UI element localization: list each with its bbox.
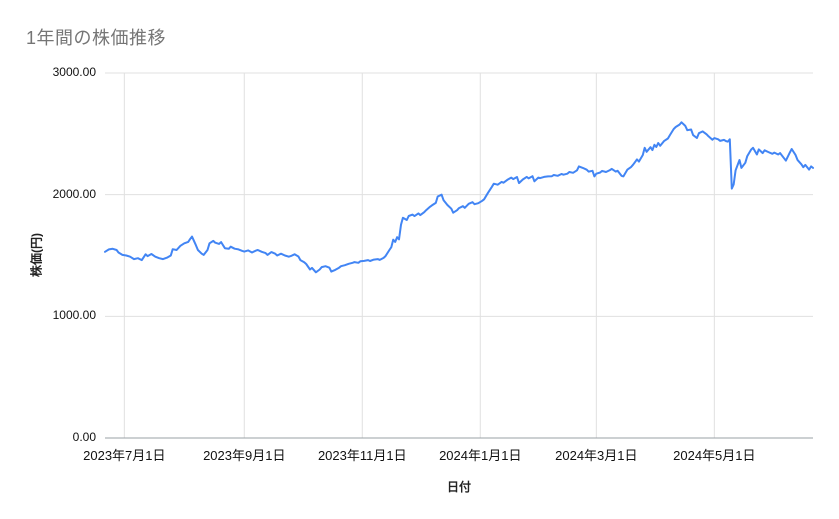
y-tick-label: 2000.00 (52, 186, 96, 201)
y-axis-title: 株価(円) (29, 233, 44, 277)
x-tick-label: 2024年3月1日 (555, 448, 638, 463)
x-tick-label: 2023年9月1日 (203, 448, 286, 463)
y-tick-label: 3000.00 (52, 65, 96, 79)
chart-title: 1年間の株価推移 (26, 28, 167, 48)
x-tick-label: 2023年11月1日 (317, 448, 407, 463)
x-axis-title: 日付 (446, 480, 472, 494)
y-tick-label: 0.00 (72, 430, 96, 444)
stock-price-line-series (104, 121, 814, 274)
x-tick-label: 2024年5月1日 (673, 448, 756, 463)
y-tick-label: 1000.00 (52, 308, 96, 323)
x-tick-label: 2024年1月1日 (439, 448, 522, 463)
x-tick-label: 2023年7月1日 (83, 448, 166, 463)
